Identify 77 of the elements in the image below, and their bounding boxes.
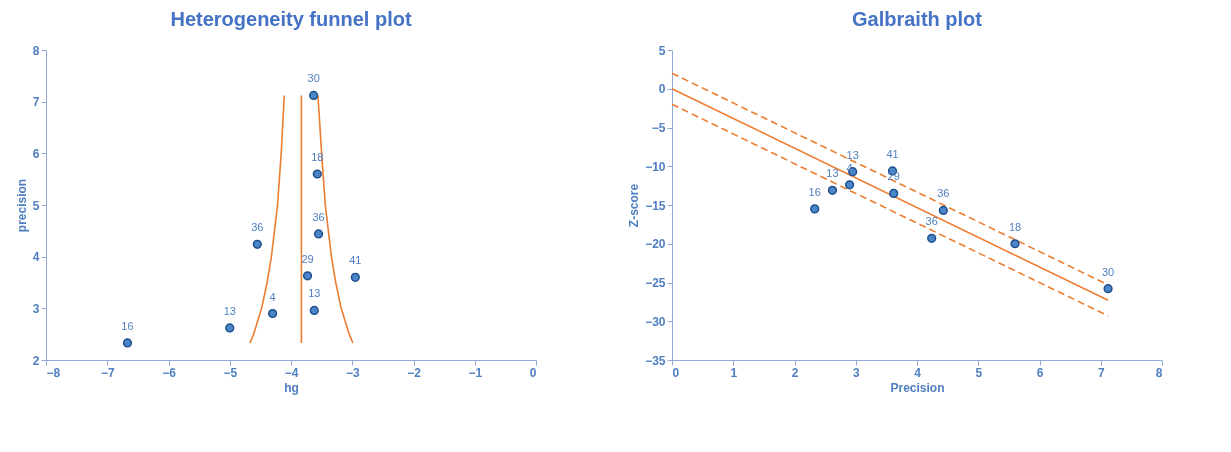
chart-title: Heterogeneity funnel plot	[170, 8, 412, 30]
point	[225, 323, 235, 333]
point	[845, 180, 855, 190]
y-tick-label: −25	[645, 276, 666, 290]
y-tick-label: −20	[645, 237, 666, 252]
point	[927, 233, 937, 243]
chart-title: Galbraith plot	[852, 8, 983, 30]
x-tick-label: 6	[1036, 365, 1044, 380]
annotation: 36	[251, 221, 264, 234]
x-tick-label: −4	[284, 365, 299, 380]
y-tick-label: 5	[658, 43, 666, 58]
annotation: 30	[1101, 265, 1115, 278]
point	[1103, 284, 1113, 294]
point	[889, 188, 899, 198]
annotation: 29	[887, 170, 900, 183]
annotation: 36	[925, 215, 938, 228]
x-tick-label: −8	[46, 365, 61, 380]
x-tick-label: 8	[1155, 365, 1163, 380]
x-tick-label: −1	[468, 365, 483, 380]
y-tick-label: 7	[32, 95, 40, 110]
x-tick-label: −5	[223, 365, 238, 380]
x-tick-label: 0	[672, 365, 680, 380]
annotation: 18	[1008, 220, 1022, 233]
point	[309, 90, 319, 101]
annotation: 4	[269, 290, 276, 303]
point	[827, 185, 838, 195]
annotation: 13	[308, 287, 321, 300]
point	[268, 308, 278, 319]
annotation: 30	[307, 72, 320, 85]
point	[810, 204, 820, 214]
x-tick-label: 4	[914, 365, 922, 380]
y-tick-label: 0	[658, 82, 666, 97]
x-tick-label: 3	[852, 365, 860, 380]
x-tick-label: 7	[1097, 365, 1105, 380]
point	[252, 239, 262, 249]
y-tick-label: −5	[651, 121, 666, 135]
annotation: 36	[937, 187, 950, 200]
x-tick-label: −3	[345, 365, 360, 380]
x-tick-label: 0	[529, 365, 537, 380]
annotation: 16	[808, 185, 821, 198]
annotation: 36	[312, 210, 325, 223]
point	[938, 205, 948, 216]
annotation: 41	[349, 254, 362, 267]
y-tick-label: −35	[645, 353, 666, 368]
annotation: 13	[826, 167, 839, 180]
point	[350, 272, 360, 282]
y-tick-label: 4	[32, 250, 40, 265]
y-tick-label: 3	[32, 301, 40, 316]
point	[302, 271, 313, 281]
y-tick-label: 5	[32, 198, 40, 213]
y-tick-label: −10	[645, 159, 666, 174]
line-series	[249, 94, 286, 344]
y-tick-label: 2	[32, 353, 40, 368]
x-tick-label: 2	[791, 365, 799, 380]
x-tick-label: 5	[975, 365, 983, 380]
point	[312, 169, 322, 179]
x-axis-title: hg	[284, 380, 299, 395]
annotation: 13	[846, 148, 859, 161]
annotation: 13	[223, 304, 236, 317]
x-tick-label: −6	[162, 365, 177, 380]
y-axis-title: precision	[14, 178, 29, 233]
x-tick-label: 1	[730, 365, 738, 380]
x-tick-label: −2	[407, 365, 422, 380]
point	[122, 338, 133, 348]
point	[309, 305, 319, 316]
point	[313, 229, 324, 239]
x-tick-label: −7	[100, 365, 115, 380]
y-axis-title: Z-score	[627, 183, 642, 228]
annotation: 16	[121, 319, 134, 332]
y-tick-label: −15	[645, 198, 666, 213]
y-tick-label: −30	[645, 314, 666, 329]
x-axis-title: Precision	[890, 380, 945, 395]
y-tick-label: 8	[32, 43, 40, 58]
y-tick-label: 6	[32, 146, 40, 161]
annotation: 41	[886, 147, 899, 160]
annotation: 29	[301, 252, 314, 265]
point	[1010, 239, 1020, 249]
